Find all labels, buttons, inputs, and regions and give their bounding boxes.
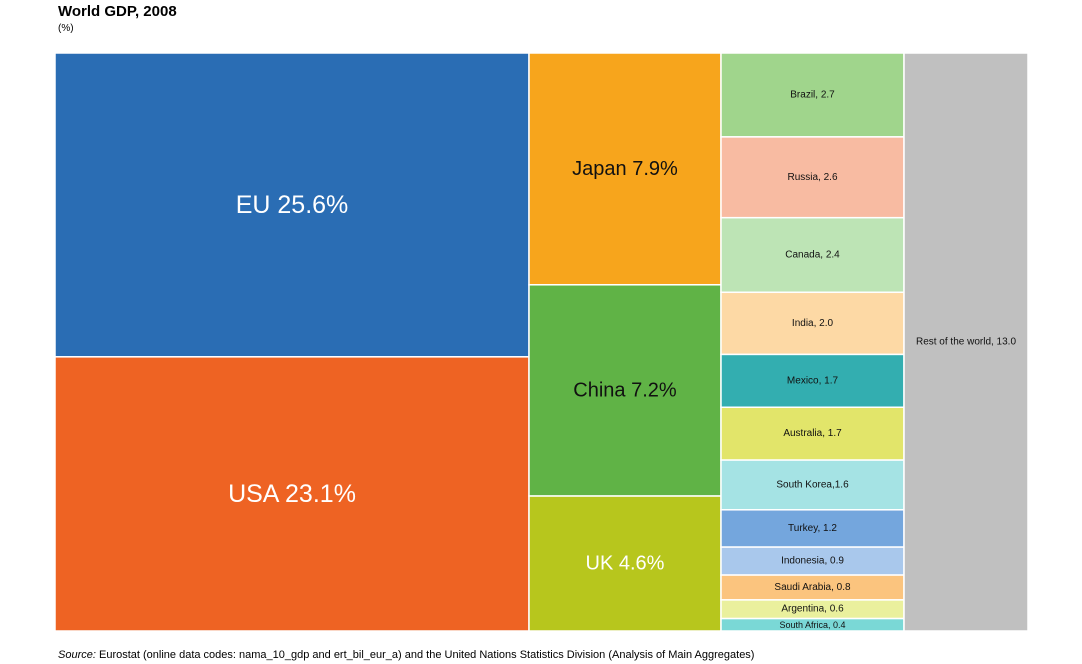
tile-russia xyxy=(720,136,905,219)
tile-label-eu: EU 25.6% xyxy=(236,191,349,219)
chart-unit: (%) xyxy=(58,23,74,34)
tile-label-argentina: Argentina, 0.6 xyxy=(781,604,844,615)
tile-australia xyxy=(720,406,905,461)
source-label: Source: xyxy=(58,649,96,661)
tile-label-turkey: Turkey, 1.2 xyxy=(788,523,837,534)
tile-japan xyxy=(528,52,722,286)
tile-saudi-arabia xyxy=(720,574,905,601)
tile-south-korea xyxy=(720,459,905,511)
tile-label-saudi-arabia: Saudi Arabia, 0.8 xyxy=(774,582,851,593)
tile-brazil xyxy=(720,52,905,138)
source-text: Eurostat (online data codes: nama_10_gdp… xyxy=(98,649,755,661)
tile-label-uk: UK 4.6% xyxy=(586,553,665,575)
tile-label-russia: Russia, 2.6 xyxy=(787,172,837,183)
tile-label-canada: Canada, 2.4 xyxy=(785,249,840,260)
tile-label-south-africa: South Africa, 0.4 xyxy=(779,620,845,630)
tile-label-china: China 7.2% xyxy=(573,379,677,401)
tile-label-brazil: Brazil, 2.7 xyxy=(790,89,835,100)
source-note: Source: Eurostat (online data codes: nam… xyxy=(58,649,754,661)
tile-label-mexico: Mexico, 1.7 xyxy=(787,375,839,386)
tile-eu xyxy=(54,52,530,358)
tile-label-india: India, 2.0 xyxy=(792,318,834,329)
tile-label-australia: Australia, 1.7 xyxy=(783,428,842,439)
tile-label-rest-of-the-world: Rest of the world, 13.0 xyxy=(916,337,1016,348)
tile-indonesia xyxy=(720,546,905,576)
chart-title: World GDP, 2008 xyxy=(58,3,177,20)
tile-rest-of-the-world xyxy=(903,52,1029,632)
tile-label-usa: USA 23.1% xyxy=(228,480,356,508)
tile-label-indonesia: Indonesia, 0.9 xyxy=(781,556,844,567)
tile-label-south-korea: South Korea,1.6 xyxy=(776,479,849,490)
tile-china xyxy=(528,284,722,497)
tile-usa xyxy=(54,356,530,632)
tile-label-japan: Japan 7.9% xyxy=(572,158,678,180)
